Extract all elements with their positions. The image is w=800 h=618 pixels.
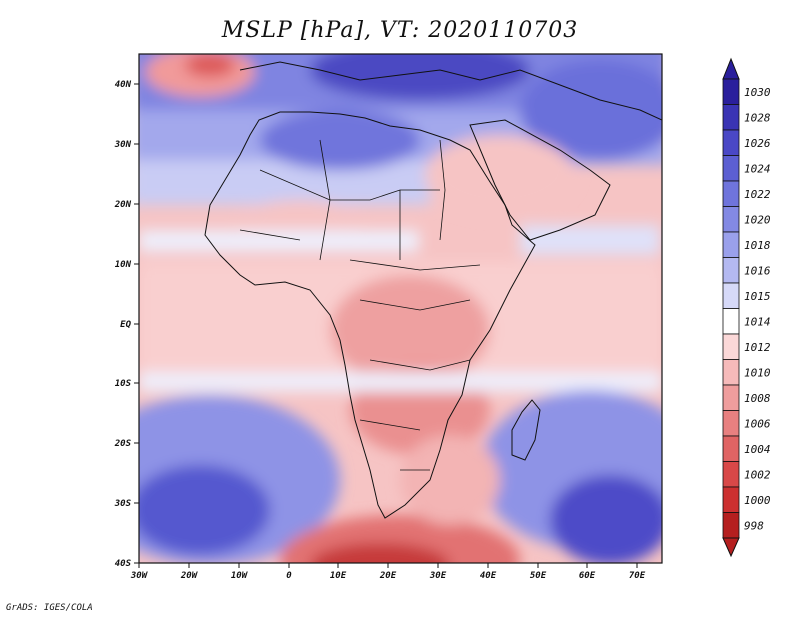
- colorbar-label: 1022: [744, 188, 771, 201]
- lon-axis: 30W 20W 10W 0 10E 20E 30E 40E 50E 60E 70…: [130, 563, 646, 581]
- colorbar-label: 1002: [744, 468, 771, 481]
- colorbar-swatch: [722, 512, 740, 539]
- pressure-field: [139, 54, 662, 563]
- colorbar-label: 1000: [744, 494, 771, 507]
- colorbar-label: 1004: [744, 443, 771, 456]
- colorbar-label: 1008: [744, 392, 771, 405]
- colorbar: 1030 1028 1026 1024 1022 1020 1018 1016 1015 1014…: [722, 57, 771, 558]
- lat-tick-label: 30N: [114, 140, 132, 150]
- africa-coastline: [204, 111, 536, 519]
- colorbar-swatch: [722, 257, 740, 284]
- lon-tick-label: 20E: [379, 571, 397, 581]
- lat-tick-label: 10S: [115, 379, 132, 389]
- coastlines: [204, 61, 662, 519]
- colorbar-arrow-top: [722, 57, 740, 80]
- colorbar-swatch: [722, 384, 740, 411]
- colorbar-label: 1028: [744, 111, 771, 124]
- colorbar-label: 1018: [744, 239, 771, 252]
- lon-tick-label: 70E: [629, 571, 646, 581]
- colorbar-label: 1020: [744, 213, 771, 226]
- lat-tick-label: 40N: [115, 80, 132, 90]
- colorbar-label: 1030: [744, 86, 771, 99]
- colorbar-arrow-bottom: [722, 537, 740, 558]
- lon-tick-label: 40E: [480, 571, 497, 581]
- colorbar-swatch: [722, 78, 740, 105]
- lon-tick-label: 30W: [130, 571, 149, 581]
- colorbar-swatch: [722, 282, 740, 309]
- map-title: MSLP [hPa], VT: 2020110703: [221, 18, 579, 43]
- lon-tick-label: 30E: [429, 571, 447, 581]
- colorbar-swatch: [722, 129, 740, 156]
- lat-tick-label: 30S: [114, 499, 132, 509]
- colorbar-label: 1012: [744, 341, 771, 354]
- colorbar-label: 1026: [744, 137, 771, 150]
- colorbar-swatch: [722, 486, 740, 513]
- colorbar-swatch: [722, 155, 740, 182]
- credit-label: GrADS: IGES/COLA: [6, 603, 93, 613]
- country-borders: [239, 139, 481, 471]
- colorbar-swatch: [722, 359, 740, 386]
- colorbar-swatch: [722, 308, 740, 335]
- colorbar-label: 998: [744, 519, 764, 532]
- lon-tick-label: 50E: [530, 571, 547, 581]
- arabia-coastline: [469, 119, 611, 241]
- madagascar-coastline: [511, 399, 541, 461]
- lat-tick-label: 40S: [115, 559, 132, 569]
- colorbar-swatch: [722, 435, 740, 462]
- colorbar-label: 1016: [744, 264, 771, 277]
- lat-tick-label: EQ: [120, 320, 131, 330]
- lat-tick-label: 10N: [115, 260, 132, 270]
- colorbar-label: 1015: [744, 290, 771, 303]
- colorbar-label: 1014: [744, 315, 771, 328]
- lon-tick-label: 10W: [231, 571, 249, 581]
- lat-tick-label: 20N: [114, 200, 132, 210]
- lon-tick-label: 20W: [180, 571, 199, 581]
- colorbar-swatch: [722, 104, 740, 131]
- lat-tick-label: 20S: [114, 439, 132, 449]
- colorbar-label: 1024: [744, 162, 771, 175]
- lon-tick-label: 10E: [330, 571, 347, 581]
- lon-tick-label: 0: [286, 571, 292, 581]
- colorbar-swatch: [722, 180, 740, 207]
- colorbar-swatch: [722, 231, 740, 258]
- lon-tick-label: 60E: [579, 571, 596, 581]
- europe-coastline: [239, 61, 662, 121]
- colorbar-swatch: [722, 461, 740, 488]
- colorbar-label: 1010: [744, 366, 771, 379]
- colorbar-swatch: [722, 333, 740, 360]
- map-frame: [138, 53, 663, 564]
- colorbar-label: 1006: [744, 417, 771, 430]
- lat-axis: 40N 30N 20N 10N EQ 10S 20S 30S 40S: [114, 80, 139, 569]
- colorbar-swatch: [722, 410, 740, 437]
- colorbar-swatch: [722, 206, 740, 233]
